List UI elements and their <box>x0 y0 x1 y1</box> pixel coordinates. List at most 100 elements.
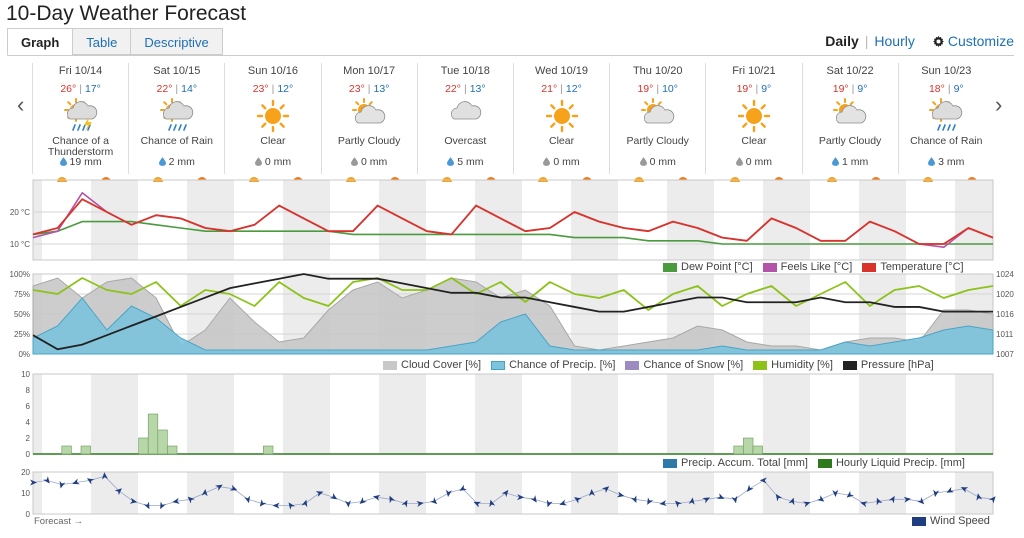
wind-arrow <box>201 489 208 497</box>
legend-swatch <box>842 360 857 370</box>
wind-arrow <box>272 502 280 509</box>
tab-graph[interactable]: Graph <box>7 28 74 55</box>
wind-arrow <box>215 484 223 491</box>
hourly-toggle[interactable]: Hourly <box>874 33 915 49</box>
wind-arrow <box>775 493 783 502</box>
legend-item[interactable]: Wind Speed <box>912 515 990 527</box>
legend-item[interactable]: Chance of Snow [%] <box>625 359 743 371</box>
customize-label: Customize <box>947 33 1014 49</box>
night-band <box>33 472 42 514</box>
day-precip: 2 mm <box>129 156 224 168</box>
sun-times <box>514 169 609 182</box>
night-band <box>91 374 130 454</box>
legend-item[interactable]: Chance of Precip. [%] <box>491 359 615 371</box>
precip-bar <box>157 429 168 455</box>
wind-arrow <box>659 500 667 507</box>
wind-arrow <box>43 476 50 484</box>
legend-swatch <box>912 516 926 526</box>
night-band <box>475 472 514 514</box>
chevron-left-icon[interactable]: ‹ <box>17 92 25 117</box>
low-temp: 9° <box>953 83 964 95</box>
day-condition: Partly Cloudy <box>626 135 689 147</box>
wind-arrow <box>30 479 37 486</box>
precip-amount: 1 mm <box>841 156 869 168</box>
precip-bar <box>743 437 754 455</box>
day-condition: Clear <box>741 135 767 147</box>
wind-arrow <box>473 501 482 508</box>
daily-toggle[interactable]: Daily <box>825 33 859 49</box>
rain-icon <box>927 97 965 135</box>
day-temperatures: 22° | 13° <box>418 83 513 95</box>
y-tick-label-right: 1007 <box>996 350 1014 359</box>
legend-label: Chance of Precip. [%] <box>509 359 616 371</box>
day-card: Fri 10/14 26° | 17° Chance of a Thundersto… <box>32 63 128 182</box>
precip-bar <box>138 437 149 455</box>
sun-icon <box>735 97 773 135</box>
legend-item[interactable]: Pressure [hPa] <box>842 359 934 371</box>
chevron-right-icon[interactable]: › <box>995 92 1003 117</box>
y-tick-label: 2 <box>26 434 31 443</box>
precip-amount: 0 mm <box>361 156 388 168</box>
night-band <box>187 180 226 260</box>
night-band <box>283 180 322 260</box>
wind-arrow <box>72 478 80 485</box>
day-precip: 19 mm <box>33 156 128 168</box>
sun-icon <box>543 97 581 135</box>
temp-separator: | <box>175 83 179 95</box>
legend-item[interactable]: Cloud Cover [%] <box>383 359 481 371</box>
high-temp: 26° <box>60 83 77 95</box>
day-precip: 0 mm <box>610 156 705 168</box>
wind-arrow <box>976 493 983 501</box>
low-temp: 10° <box>662 83 678 95</box>
sun-times <box>129 169 224 182</box>
night-band <box>859 180 898 260</box>
day-card: Thu 10/20 19° | 10° Partly Cloudy 0 mm <box>609 63 705 182</box>
wind-arrow <box>702 497 710 504</box>
day-name: Fri 10/14 <box>58 65 103 77</box>
partly-cloudy-icon <box>639 97 677 135</box>
day-name: Sat 10/22 <box>826 65 874 77</box>
legend-label: Dew Point [°C] <box>681 261 753 273</box>
legend-swatch <box>491 360 506 370</box>
sun-times <box>225 169 320 182</box>
legend-item[interactable]: Hourly Liquid Precip. [mm] <box>817 457 965 469</box>
day-condition: Clear <box>260 135 286 147</box>
legend-item[interactable]: Dew Point [°C] <box>663 261 753 273</box>
wind-arrow <box>429 497 438 505</box>
rain-icon <box>158 97 196 135</box>
high-temp: 19° <box>832 83 849 95</box>
sun-times <box>803 169 898 182</box>
legend-label: Cloud Cover [%] <box>401 359 482 371</box>
legend-label: Hourly Liquid Precip. [mm] <box>835 457 965 469</box>
precip-night-bands <box>33 374 994 454</box>
wind-arrow <box>860 501 868 508</box>
precip-chance-area <box>32 297 994 355</box>
night-band <box>955 472 994 514</box>
customize-button[interactable]: Customize <box>932 33 1014 49</box>
legend-cloud: Cloud Cover [%] Chance of Precip. [%] Chan… <box>383 359 934 371</box>
legend-item[interactable]: Feels Like [°C] <box>762 261 852 273</box>
tab-descriptive[interactable]: Descriptive <box>130 28 223 55</box>
sun-times <box>706 169 801 182</box>
raindrop-icon <box>831 157 839 166</box>
legend-item[interactable]: Humidity [%] <box>753 359 833 371</box>
day-condition: Chance of Rain <box>910 135 983 147</box>
legend-temperature: Dew Point [°C] Feels Like [°C] Temperature… <box>663 261 964 273</box>
precip-amount: 19 mm <box>69 156 102 168</box>
day-temperatures: 19° | 9° <box>803 83 898 95</box>
wind-arrow <box>129 497 138 504</box>
dew-point-line <box>32 220 993 245</box>
day-precip: 0 mm <box>225 156 320 168</box>
wind-arrow <box>876 497 883 506</box>
tab-table[interactable]: Table <box>72 28 132 55</box>
y-tick-label: 10 <box>21 370 30 379</box>
day-precip: 0 mm <box>514 156 609 168</box>
day-temperatures: 26° | 17° <box>33 83 128 95</box>
legend-item[interactable]: Precip. Accum. Total [mm] <box>663 457 808 469</box>
day-condition: Overcast <box>444 135 487 147</box>
raindrop-icon <box>59 157 67 166</box>
night-band <box>763 472 802 514</box>
night-band <box>513 180 522 260</box>
legend-item[interactable]: Temperature [°C] <box>862 261 964 273</box>
precip-amount: 0 mm <box>264 156 292 168</box>
